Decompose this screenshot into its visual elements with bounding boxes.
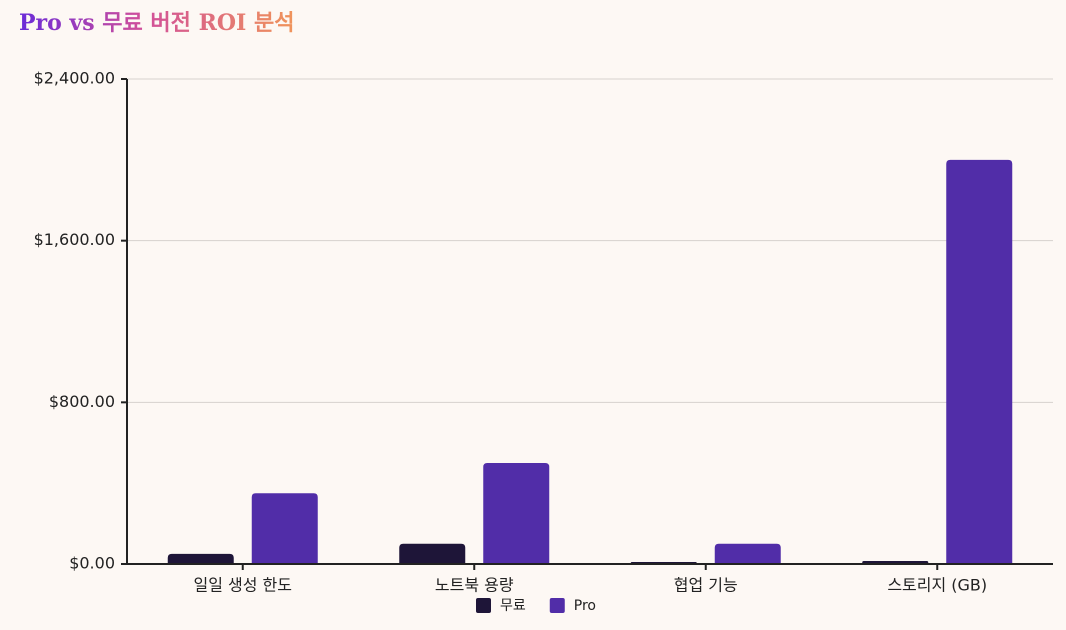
bar xyxy=(946,159,1013,565)
bar xyxy=(483,462,550,564)
y-tick-label: $0.00 xyxy=(69,554,115,573)
legend-label: 무료 xyxy=(500,598,526,614)
y-tick-label: $1,600.00 xyxy=(34,230,115,249)
bar xyxy=(167,553,234,564)
y-tick-label: $800.00 xyxy=(49,392,115,411)
chart-title: Pro vs 무료 버전 ROI 분석 xyxy=(19,10,294,36)
bar xyxy=(399,543,466,564)
x-tick-label: 일일 생성 한도 xyxy=(194,576,293,595)
x-tick-label: 스토리지 (GB) xyxy=(887,576,987,595)
legend-swatch xyxy=(549,598,565,613)
x-tick-label: 노트북 용량 xyxy=(435,576,514,595)
bar xyxy=(714,543,781,564)
y-tick-label: $2,400.00 xyxy=(34,69,115,88)
legend-swatch xyxy=(476,598,491,613)
x-tick-label: 협업 기능 xyxy=(674,576,738,595)
legend-label: Pro xyxy=(574,598,596,614)
bar xyxy=(251,493,318,564)
